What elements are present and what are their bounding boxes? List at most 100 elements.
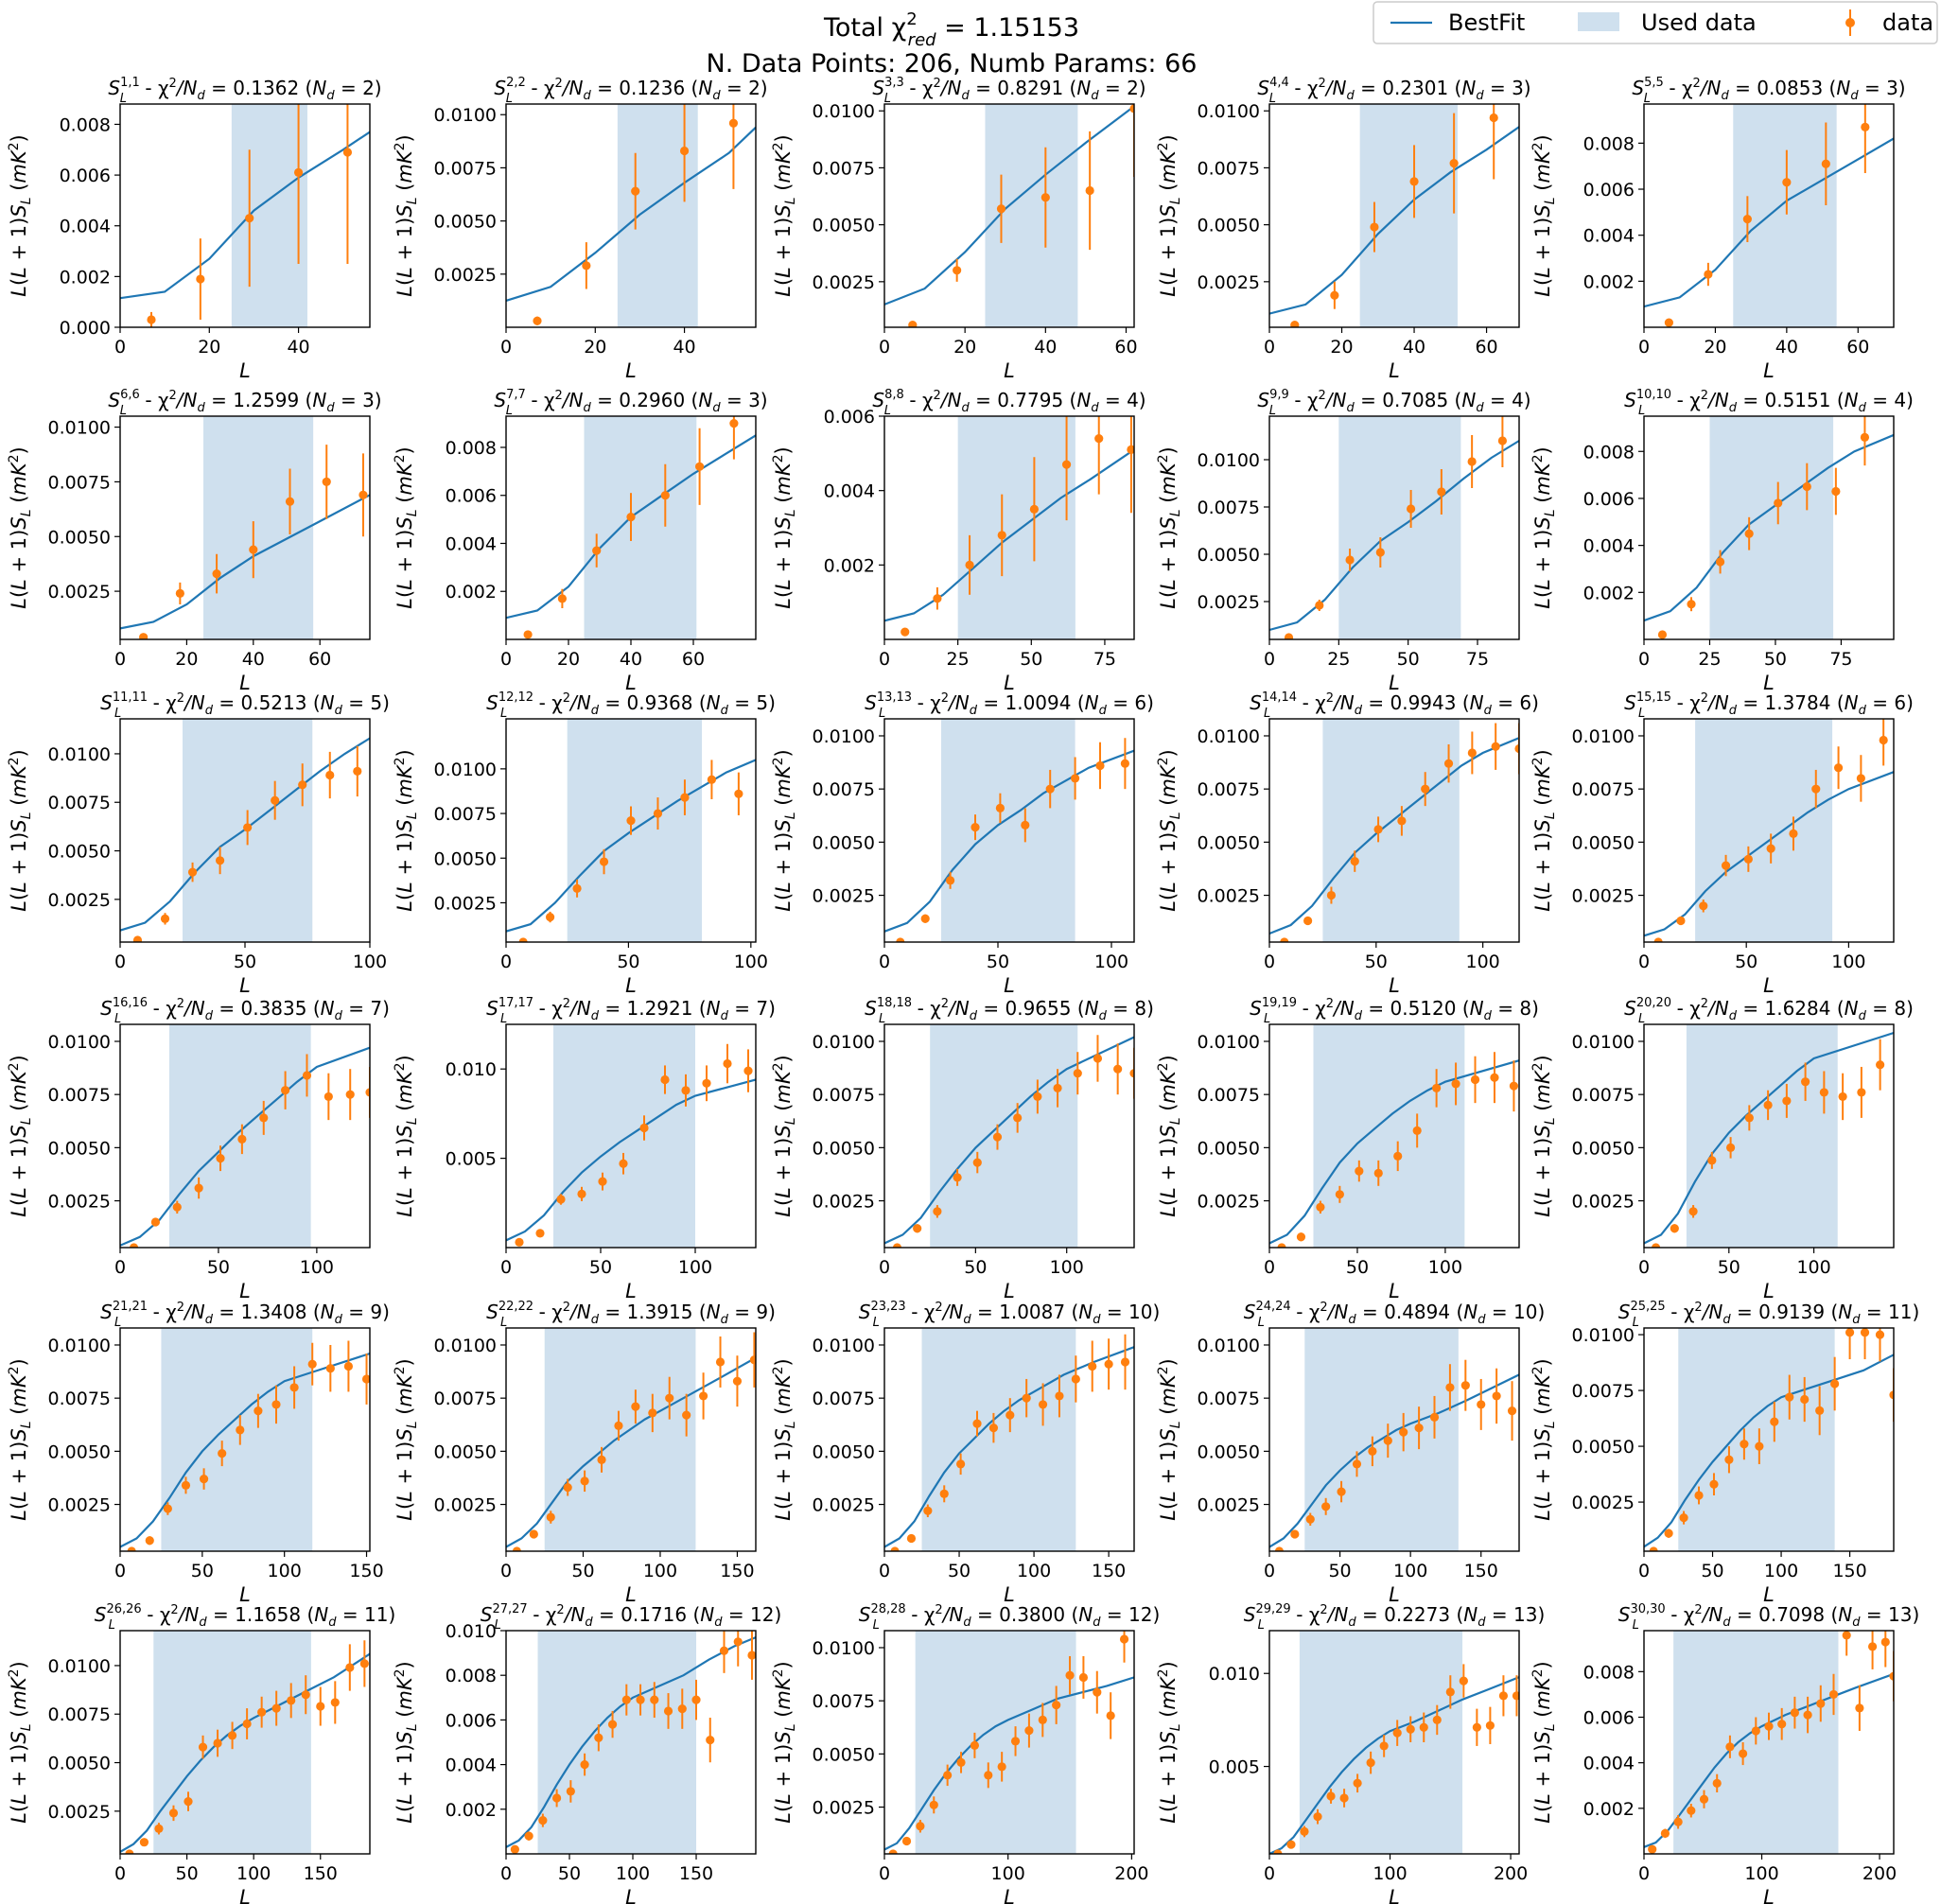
x-axis-label: L bbox=[1763, 359, 1775, 382]
y-axis-label-part: L bbox=[1168, 1117, 1183, 1125]
x-tick-label: 0 bbox=[879, 649, 890, 670]
y-tick-label: 0.004 bbox=[1583, 1754, 1635, 1774]
data-point bbox=[1876, 1060, 1885, 1070]
y-tick-label: 0.0025 bbox=[1198, 1495, 1260, 1516]
subplot-title-part: 24,24 bbox=[1255, 1300, 1290, 1314]
y-axis-label: L(L + 1)SL (mK2) bbox=[1156, 1661, 1183, 1824]
bestfit-line bbox=[1269, 737, 1519, 935]
y-axis-label-part: ( bbox=[772, 1502, 795, 1510]
subplot-title-part: N bbox=[1838, 1603, 1852, 1626]
used-data-band bbox=[941, 719, 1075, 942]
y-axis-label-part: L bbox=[1531, 579, 1554, 590]
subplot-title: S18,18 L - χ2/Nd = 0.9655 (Nd = 8) bbox=[865, 996, 1154, 1026]
y-axis-label-part: L bbox=[772, 1812, 795, 1824]
subplot-title: S8,8 L - χ2/Nd = 0.7795 (Nd = 4) bbox=[872, 388, 1145, 418]
subplot-title: S1,1 L - χ2/Nd = 0.1362 (Nd = 2) bbox=[108, 76, 381, 106]
data-point bbox=[1740, 1440, 1749, 1449]
subplot-title-part: = 0.1716 ( bbox=[593, 1603, 701, 1626]
y-axis-label-part: + 1) bbox=[1531, 1744, 1554, 1794]
subplot-title-part: L bbox=[884, 92, 891, 106]
y-axis-label-part: ( bbox=[1531, 278, 1554, 286]
data-point bbox=[325, 1364, 335, 1373]
data-point bbox=[1819, 1088, 1828, 1097]
subplot-title-part: N bbox=[707, 1301, 721, 1323]
data-point bbox=[361, 1374, 370, 1384]
y-axis-label-part: 2 bbox=[1530, 757, 1546, 765]
data-point bbox=[1432, 1715, 1442, 1724]
y-axis-label-part: ) bbox=[772, 446, 795, 454]
subplot-title-part: = 0.1362 ( bbox=[205, 77, 313, 99]
y-tick-label: 0.0025 bbox=[48, 1192, 111, 1213]
y-axis-label-part: mK bbox=[772, 1675, 795, 1709]
y-axis-label-part: ( bbox=[772, 590, 795, 598]
x-tick-label: 50 bbox=[175, 1863, 198, 1884]
y-tick-label: 0.008 bbox=[446, 1666, 497, 1686]
subplot-title-part: - χ bbox=[1290, 1301, 1320, 1323]
x-tick-label: 50 bbox=[1735, 952, 1757, 972]
data-point bbox=[1828, 1689, 1839, 1700]
plot-area bbox=[884, 1631, 1134, 1854]
data-point bbox=[681, 1086, 691, 1095]
data-point bbox=[1093, 1687, 1102, 1697]
y-axis-label-part: S bbox=[1531, 819, 1554, 831]
data-point bbox=[518, 937, 528, 942]
data-point bbox=[1296, 1232, 1306, 1242]
data-point bbox=[1104, 1359, 1113, 1369]
data-point bbox=[1867, 1642, 1878, 1651]
y-axis-label-part: ( bbox=[1157, 278, 1180, 286]
x-tick-label: 0 bbox=[1638, 337, 1650, 358]
y-axis-label-part: L bbox=[393, 579, 416, 590]
subplot-title-part: d bbox=[205, 1313, 214, 1327]
data-point bbox=[1507, 1406, 1517, 1416]
data-point bbox=[199, 1474, 209, 1484]
y-axis-label-part: L bbox=[8, 1812, 30, 1824]
subplot-title-part: = 0.4894 ( bbox=[1356, 1301, 1464, 1323]
plot-area bbox=[1269, 723, 1519, 942]
subplot-title-part: 23,23 bbox=[870, 1300, 905, 1314]
plot-area bbox=[1269, 104, 1519, 327]
plot-area bbox=[1269, 1359, 1519, 1551]
subplot-title-part: L bbox=[495, 1618, 501, 1633]
subplot-title-part: S bbox=[481, 1603, 493, 1626]
data-point bbox=[1470, 1074, 1480, 1085]
data-point bbox=[679, 146, 690, 156]
data-point bbox=[359, 1659, 369, 1668]
y-axis-label: L(L + 1)SL (mK2) bbox=[393, 446, 420, 609]
y-axis-label-part: S bbox=[8, 1428, 30, 1441]
y-axis-label-part: S bbox=[1531, 1428, 1554, 1441]
x-tick-label: 50 bbox=[1701, 1561, 1723, 1581]
data-point bbox=[580, 1760, 589, 1770]
y-axis-label-part: mK bbox=[1157, 1372, 1180, 1406]
subplot-title-part: = 0.9943 ( bbox=[1362, 691, 1470, 714]
y-axis-label-part: ( bbox=[1157, 1710, 1180, 1724]
data-point bbox=[1801, 1077, 1810, 1087]
data-point bbox=[1845, 1328, 1855, 1337]
y-axis-label-part: L bbox=[772, 882, 795, 893]
subplot-title-part: N bbox=[1845, 691, 1859, 714]
x-tick-label: 50 bbox=[1346, 1257, 1369, 1278]
x-tick-label: 20 bbox=[953, 337, 976, 358]
subplot-title-part: 22,22 bbox=[498, 1300, 533, 1314]
plot-area bbox=[120, 737, 370, 942]
subplot-title-part: /N bbox=[1332, 997, 1355, 1020]
subplot-title-part: = 9) bbox=[728, 1301, 776, 1323]
y-tick-label: 0.0025 bbox=[1198, 592, 1260, 613]
data-point bbox=[1855, 1703, 1864, 1713]
axes-frame bbox=[883, 1023, 1135, 1249]
subplot-title-part: L bbox=[1644, 92, 1651, 106]
title-chi-value: = 1.15153 bbox=[936, 13, 1079, 43]
plot-area bbox=[1269, 1052, 1519, 1248]
x-tick-label: 50 bbox=[1764, 649, 1787, 670]
subplot-title-part: d bbox=[328, 1616, 337, 1630]
data-point bbox=[972, 1419, 982, 1428]
y-axis-label-part: S bbox=[1531, 516, 1554, 529]
subplot-title-part: d bbox=[721, 1313, 729, 1327]
subplot-title-part: 12,12 bbox=[498, 690, 533, 705]
y-axis-label-part: 2 bbox=[7, 1062, 22, 1071]
y-axis-label-part: L bbox=[393, 900, 416, 912]
x-tick-label: 100 bbox=[991, 1863, 1025, 1884]
y-axis-label-part: 2 bbox=[7, 1366, 22, 1374]
subplot-title-part: d bbox=[1722, 1616, 1731, 1630]
subplot-title-part: - χ bbox=[1665, 1301, 1694, 1323]
